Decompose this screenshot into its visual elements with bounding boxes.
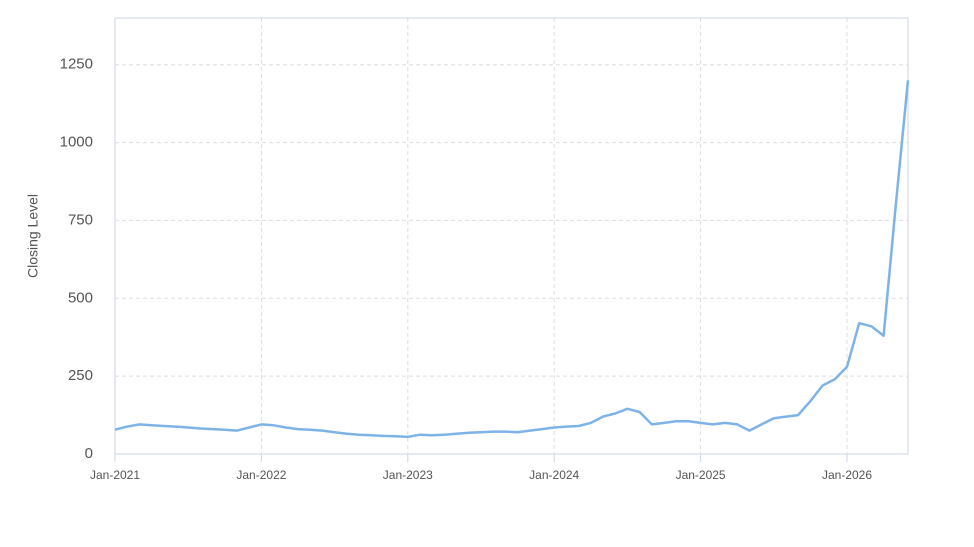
- x-tick-label: Jan-2022: [236, 468, 286, 482]
- x-tick-label: Jan-2026: [822, 468, 872, 482]
- y-tick-label: 1000: [60, 134, 93, 151]
- y-tick-label: 750: [68, 211, 93, 228]
- x-tick-label: Jan-2021: [90, 468, 140, 482]
- y-tick-label: 500: [68, 289, 93, 306]
- x-tick-label: Jan-2024: [529, 468, 579, 482]
- data-line: [114, 80, 910, 439]
- y-tick-label: 1250: [60, 56, 93, 73]
- x-tick-label: Jan-2023: [383, 468, 433, 482]
- y-tick-label: 0: [85, 445, 93, 462]
- plot-frame: [114, 17, 909, 455]
- y-axis-label: Closing Level: [25, 194, 41, 278]
- x-tick-label: Jan-2025: [676, 468, 726, 482]
- y-tick-label: 250: [68, 367, 93, 384]
